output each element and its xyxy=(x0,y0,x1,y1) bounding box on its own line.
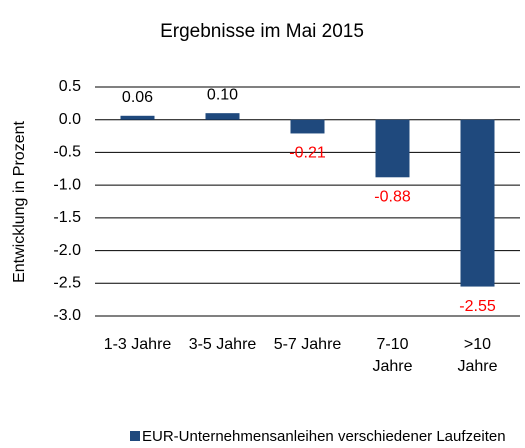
bar xyxy=(375,119,410,178)
data-label: -0.21 xyxy=(289,145,326,162)
y-tick-label: -2.0 xyxy=(53,242,81,259)
data-label: 0.10 xyxy=(207,86,238,103)
legend-label: EUR-Unternehmensanleihen verschiedener L… xyxy=(142,428,506,445)
y-tick-label: -1.0 xyxy=(53,176,81,193)
y-tick-label: -0.5 xyxy=(53,144,81,161)
y-tick-label: -2.5 xyxy=(53,275,81,292)
y-tick-label: 0.0 xyxy=(59,111,81,128)
bar xyxy=(120,115,155,120)
y-axis-label: Entwicklung in Prozent xyxy=(11,121,28,283)
x-tick-label: 1-3 Jahre xyxy=(103,336,172,353)
y-tick-label: -1.5 xyxy=(53,209,81,226)
data-label: 0.06 xyxy=(122,89,153,106)
y-tick-label: -3.0 xyxy=(53,307,81,324)
bar xyxy=(290,119,325,134)
x-tick-label: 7-10 Jahre xyxy=(372,336,413,375)
x-tick-label: 5-7 Jahre xyxy=(273,336,342,353)
chart-title: Ergebnisse im Mai 2015 xyxy=(160,21,364,42)
legend-swatch xyxy=(130,431,140,441)
bar xyxy=(205,113,240,120)
y-tick-label: 0.5 xyxy=(59,78,81,95)
data-label: -2.55 xyxy=(459,298,496,315)
bar xyxy=(460,119,495,287)
x-tick-label: 3-5 Jahre xyxy=(188,336,257,353)
data-label: -0.88 xyxy=(374,189,411,206)
x-tick-label: >10 Jahre xyxy=(457,336,498,375)
